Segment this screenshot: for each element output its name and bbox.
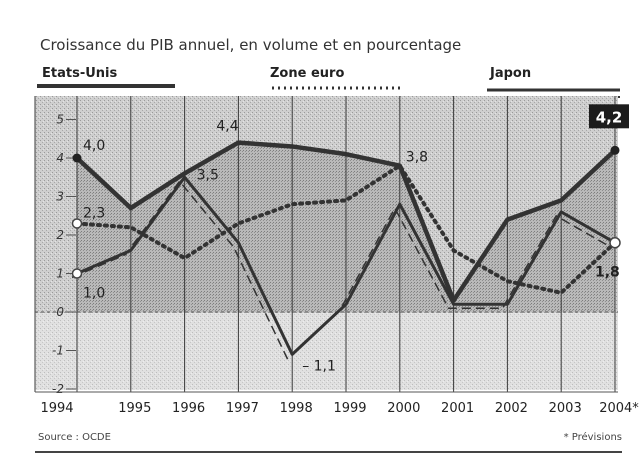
x-tick-2001: 2001 <box>441 401 474 416</box>
point-s0-4 <box>291 145 294 148</box>
x-tick-2003: 2003 <box>549 401 582 416</box>
point-s2-7 <box>452 303 455 306</box>
chart-title: Croissance du PIB annuel, en volume et e… <box>40 36 461 54</box>
label-s0-2000: 3,8 <box>406 150 428 166</box>
source-note: Source : OCDE <box>38 432 111 443</box>
x-tick-1999: 1999 <box>333 401 366 416</box>
point-s1-3 <box>237 222 240 225</box>
point-s2-6 <box>398 203 401 206</box>
x-tick-1998: 1998 <box>280 401 313 416</box>
point-s1-9 <box>560 291 563 294</box>
y-tick--2: -2 <box>52 382 64 396</box>
legend: Etats-Unis Zone euro Japon <box>37 66 620 98</box>
y-tick-0: 0 <box>56 305 64 319</box>
label-s0-1997: 4,4 <box>216 119 238 135</box>
marker-japan-start <box>71 268 83 279</box>
series-line-us <box>75 140 617 303</box>
label-s0-1994: 4,0 <box>83 138 105 154</box>
point-s2-2 <box>183 176 186 179</box>
point-s2-3 <box>237 241 240 244</box>
point-s1-8 <box>506 280 509 283</box>
point-s2-8 <box>506 303 509 306</box>
legend-label-japan: Japon <box>489 66 531 81</box>
marker-euro-start <box>71 218 83 229</box>
y-tick-4: 4 <box>56 151 64 165</box>
x-tick-2002: 2002 <box>495 401 528 416</box>
label-s2-2004: 1,8 <box>595 265 620 281</box>
point-s2-1 <box>129 249 132 252</box>
point-s1-7 <box>452 249 455 252</box>
y-tick-1: 1 <box>56 267 64 281</box>
legend-label-euro: Zone euro <box>270 66 344 81</box>
label-box-us-2004 <box>589 104 629 129</box>
point-s1-6 <box>398 164 401 167</box>
y-tick-5: 5 <box>56 113 64 127</box>
label-us-2004: 4,2 <box>596 108 623 126</box>
legend-label-us: Etats-Unis <box>42 66 117 81</box>
point-s0-2 <box>183 172 186 175</box>
point-s1-1 <box>129 226 132 229</box>
label-s1-1994: 2,3 <box>83 205 105 221</box>
point-s2-5 <box>345 303 348 306</box>
marker-us-start <box>72 153 82 163</box>
x-tick-1997: 1997 <box>226 401 259 416</box>
y-tick-2: 2 <box>56 228 64 242</box>
series-line-euro <box>75 162 617 295</box>
point-s0-9 <box>560 199 563 202</box>
label-s2-1996: 3,5 <box>197 167 219 183</box>
label-s2-1994: 1,0 <box>83 286 105 302</box>
marker-us-end <box>610 145 620 155</box>
x-tick-1995: 1995 <box>118 401 151 416</box>
point-s0-1 <box>129 207 132 210</box>
label-s2-1998: – 1,1 <box>302 358 336 374</box>
marker-japan-end <box>609 236 621 249</box>
point-s1-2 <box>183 257 186 260</box>
series-line-japan-dash <box>71 180 611 360</box>
point-s1-5 <box>345 199 348 202</box>
negative-zone <box>35 313 618 390</box>
series-line-japan <box>76 175 616 356</box>
y-tick-3: 3 <box>56 190 64 204</box>
point-s2-9 <box>560 210 563 213</box>
x-tick-1994: 1994 <box>40 401 73 416</box>
forecast-note: * Prévisions <box>564 431 622 443</box>
x-tick-2000: 2000 <box>387 401 420 416</box>
point-s0-3 <box>237 141 240 144</box>
point-s0-5 <box>345 153 348 156</box>
point-s0-8 <box>506 218 509 221</box>
x-tick-1996: 1996 <box>172 401 205 416</box>
point-s2-4 <box>291 353 294 356</box>
y-tick--1: -1 <box>52 344 64 358</box>
point-s1-4 <box>291 203 294 206</box>
x-tick-2004: 2004* <box>599 401 639 416</box>
